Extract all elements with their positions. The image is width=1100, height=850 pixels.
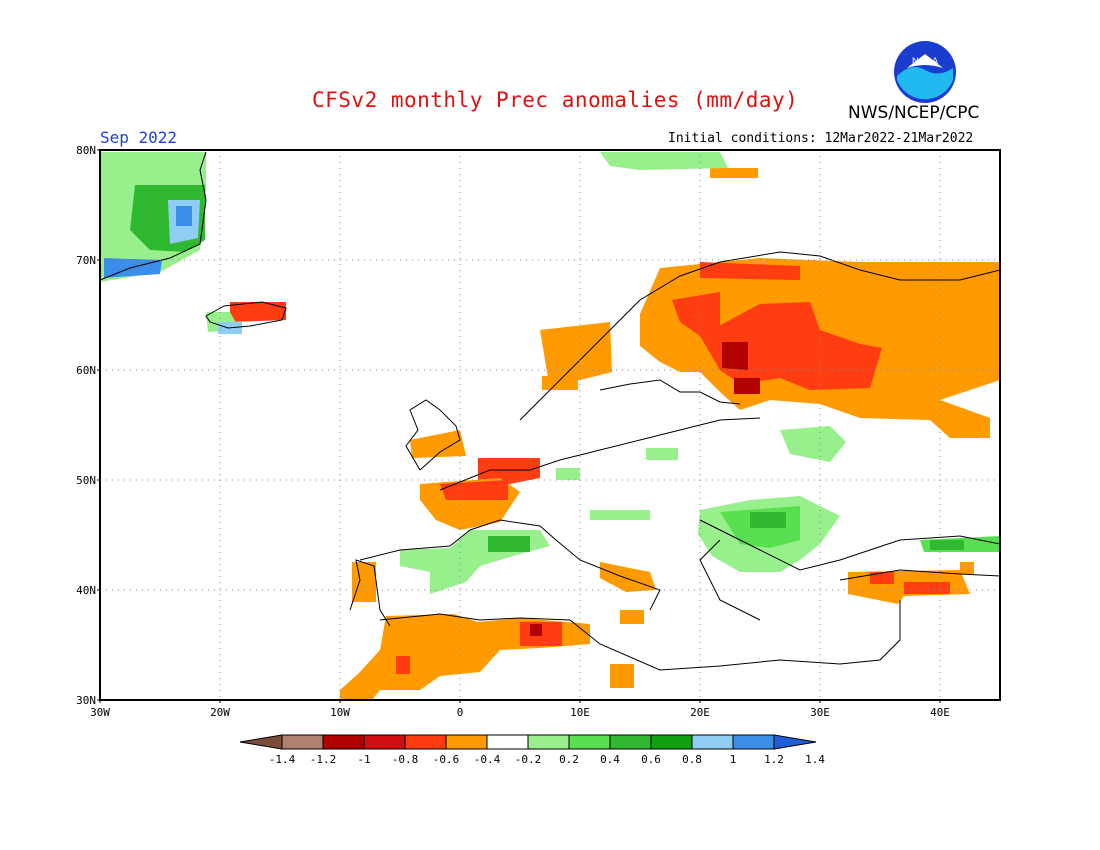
anomaly-west-europe <box>410 376 578 530</box>
anomaly-southwest-europe <box>352 530 656 624</box>
colorbar-swatch <box>568 734 611 750</box>
colorbar <box>239 734 817 750</box>
colorbar-swatch <box>486 734 529 750</box>
noaa-logo: NOAA <box>894 41 956 103</box>
colorbar-label: 0.8 <box>682 753 702 766</box>
map-title: CFSv2 monthly Prec anomalies (mm/day) <box>312 88 799 112</box>
colorbar-label: -1.4 <box>269 753 296 766</box>
colorbar-label: 1.2 <box>764 753 784 766</box>
anomaly-turkey <box>848 562 974 604</box>
colorbar-label: -0.4 <box>474 753 501 766</box>
colorbar-swatch <box>281 734 324 750</box>
lon-label: 20W <box>210 706 230 719</box>
colorbar-arrow-high <box>773 734 817 750</box>
lat-label: 80N <box>76 144 96 157</box>
logo-text: NOAA <box>912 57 939 67</box>
gridlines <box>100 150 1000 700</box>
colorbar-label: 1.4 <box>805 753 825 766</box>
colorbar-label: 1 <box>730 753 737 766</box>
lat-label: 30N <box>76 694 96 707</box>
lat-label: 70N <box>76 254 96 267</box>
lat-label: 40N <box>76 584 96 597</box>
colorbar-swatch <box>732 734 775 750</box>
lon-label: 10E <box>570 706 590 719</box>
colorbar-swatch <box>322 734 365 750</box>
anomaly-greenland <box>100 152 206 282</box>
colorbar-labels: -1.4 -1.2 -1 -0.8 -0.6 -0.4 -0.2 0.2 0.4 0.6 0.8 1 1… <box>269 753 826 766</box>
coastlines <box>100 151 1000 671</box>
colorbar-swatch <box>609 734 652 750</box>
lon-label: 0 <box>457 706 464 719</box>
colorbar-swatch <box>445 734 488 750</box>
colorbar-arrow-low <box>239 734 283 750</box>
colorbar-swatch <box>404 734 447 750</box>
lat-label: 50N <box>76 474 96 487</box>
colorbar-swatch <box>650 734 693 750</box>
lon-label: 30W <box>90 706 110 719</box>
colorbar-label: -0.2 <box>515 753 542 766</box>
lon-label: 20E <box>690 706 710 719</box>
anomaly-central-east-europe <box>556 426 1000 572</box>
colorbar-label: 0.4 <box>600 753 620 766</box>
colorbar-label: -1.2 <box>310 753 337 766</box>
colorbar-label: -0.6 <box>433 753 460 766</box>
colorbar-label: -1 <box>357 753 370 766</box>
initial-conditions: Initial conditions: 12Mar2022-21Mar2022 <box>668 131 974 146</box>
lon-label: 40E <box>930 706 950 719</box>
colorbar-swatch <box>691 734 734 750</box>
map-frame <box>99 149 1001 701</box>
forecast-month: Sep 2022 <box>100 128 178 147</box>
lon-label: 30E <box>810 706 830 719</box>
agency-label: NWS/NCEP/CPC <box>848 103 980 123</box>
colorbar-swatch <box>527 734 570 750</box>
colorbar-swatch <box>363 734 406 750</box>
latitude-labels: 30N 40N 50N 60N 70N 80N <box>76 144 100 707</box>
colorbar-label: 0.6 <box>641 753 661 766</box>
anomaly-svalbard <box>600 152 728 170</box>
colorbar-label: -0.8 <box>392 753 419 766</box>
lat-label: 60N <box>76 364 96 377</box>
lon-label: 10W <box>330 706 350 719</box>
colorbar-label: 0.2 <box>559 753 579 766</box>
longitude-labels: 30W 20W 10W 0 10E 20E 30E 40E <box>90 700 950 719</box>
anomaly-north-africa <box>340 614 634 700</box>
